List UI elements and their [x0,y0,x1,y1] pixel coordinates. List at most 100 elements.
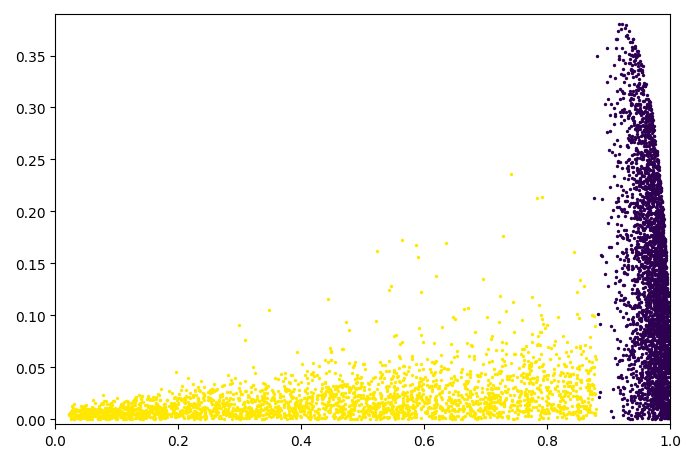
Point [187,409,198,417]
Point [319,380,330,387]
Point [214,413,225,421]
Point [263,382,274,390]
Point [342,394,354,401]
Point [180,400,191,407]
Point [647,161,658,169]
Point [650,388,661,395]
Point [142,412,153,419]
Point [95,400,106,407]
Point [643,296,654,304]
Point [320,390,331,397]
Point [654,389,665,396]
Point [659,247,670,254]
Point [75,412,86,419]
Point [69,415,80,423]
Point [640,327,651,334]
Point [507,397,518,404]
Point [445,402,457,410]
Point [335,403,346,411]
Point [336,383,347,390]
Point [631,209,642,216]
Point [642,271,653,279]
Point [649,359,660,367]
Point [485,395,496,402]
Point [657,333,668,340]
Point [652,260,663,268]
Point [653,398,664,406]
Point [541,383,552,390]
Point [653,354,664,361]
Point [421,409,432,417]
Point [661,338,672,345]
Point [636,279,647,287]
Point [640,165,651,173]
Point [660,269,671,277]
Point [644,146,655,153]
Point [643,121,654,129]
Point [612,213,623,220]
Point [379,408,390,416]
Point [644,117,655,125]
Point [575,407,586,415]
Point [181,393,192,400]
Point [263,307,274,314]
Point [623,36,634,43]
Point [532,384,544,392]
Point [641,246,652,253]
Point [647,188,658,196]
Point [656,307,667,314]
Point [654,356,665,363]
Point [657,363,668,370]
Point [98,411,109,419]
Point [83,410,94,417]
Point [319,391,330,399]
Point [461,380,473,387]
Point [659,260,670,267]
Point [235,408,246,415]
Point [527,339,538,346]
Point [651,217,663,225]
Point [448,354,459,361]
Point [630,410,641,417]
Point [147,414,158,422]
Point [647,294,658,301]
Point [542,371,553,379]
Point [638,263,649,270]
Point [467,407,478,415]
Point [623,172,634,179]
Point [498,402,509,409]
Point [469,410,480,418]
Point [205,386,216,394]
Point [106,410,118,417]
Point [613,374,624,381]
Point [280,412,292,419]
Point [651,304,663,311]
Point [613,357,624,365]
Point [335,390,347,398]
Point [654,256,665,263]
Point [632,94,643,101]
Point [655,255,666,263]
Point [651,157,663,164]
Point [655,413,666,421]
Point [632,412,643,419]
Point [637,132,648,140]
Point [161,407,172,414]
Point [651,324,663,331]
Point [420,408,431,416]
Point [273,413,284,420]
Point [647,318,658,325]
Point [640,167,651,175]
Point [649,319,660,326]
Point [374,368,386,375]
Point [615,159,626,167]
Point [645,246,656,254]
Point [272,397,283,405]
Point [654,178,665,185]
Point [632,313,643,320]
Point [644,326,655,334]
Point [265,410,276,417]
Point [646,219,657,226]
Point [647,181,658,188]
Point [144,409,155,416]
